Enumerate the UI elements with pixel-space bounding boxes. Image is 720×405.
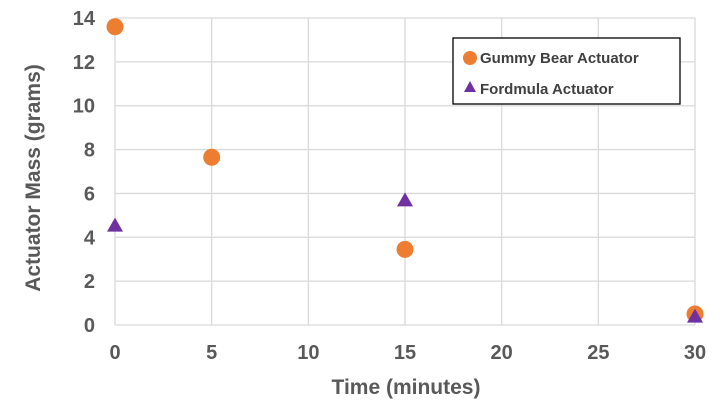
legend-item-fordmula: Fordmula Actuator (464, 81, 614, 98)
x-tick-label: 30 (684, 342, 706, 364)
legend-circle-marker (463, 51, 477, 65)
fordmula-point (107, 217, 123, 232)
y-tick-label: 10 (73, 96, 95, 118)
y-tick-label: 2 (84, 271, 95, 293)
gummy-bear-point (106, 18, 124, 36)
legend-triangle-marker (464, 81, 476, 92)
legend-label-gummy: Gummy Bear Actuator (480, 50, 639, 67)
x-tick-label: 5 (206, 342, 217, 364)
y-tick-label: 12 (73, 52, 95, 74)
y-axis-title: Actuator Mass (grams) (22, 64, 45, 292)
fordmula-point (687, 308, 703, 323)
tick-labels: 0 2 4 6 8 10 12 14 0 5 10 15 20 25 30 (73, 8, 706, 364)
legend-box (452, 37, 681, 105)
legend: Gummy Bear Actuator Fordmula Actuator (452, 37, 681, 105)
gummy-bear-point (203, 148, 221, 166)
legend-item-gummy: Gummy Bear Actuator (463, 50, 639, 67)
grid (114, 17, 696, 326)
x-tick-label: 20 (491, 342, 513, 364)
x-tick-label: 15 (394, 342, 416, 364)
legend-label-fordmula: Fordmula Actuator (480, 81, 614, 98)
x-tick-label: 25 (587, 342, 609, 364)
data-marks (106, 18, 704, 323)
x-tick-label: 0 (109, 342, 120, 364)
fordmula-point (397, 192, 413, 207)
y-tick-label: 8 (84, 140, 95, 162)
gummy-bear-point (396, 240, 414, 258)
x-axis-title: Time (minutes) (332, 376, 481, 399)
y-tick-label: 4 (84, 227, 96, 249)
y-tick-label: 0 (84, 315, 95, 337)
y-tick-label: 14 (73, 8, 96, 30)
y-tick-label: 6 (84, 183, 95, 205)
x-tick-label: 10 (297, 342, 319, 364)
